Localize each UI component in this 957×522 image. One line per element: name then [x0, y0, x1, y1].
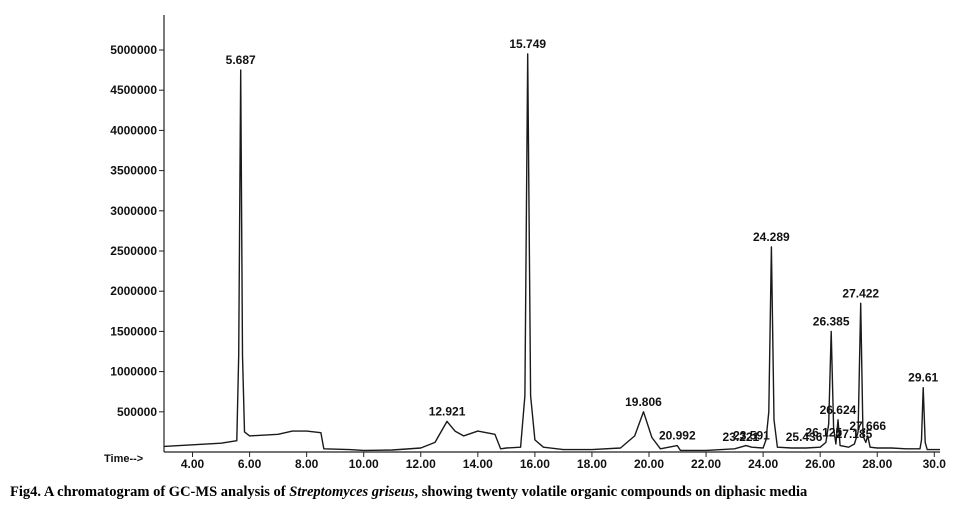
y-tick-label: 1000000 [110, 365, 157, 379]
x-tick-label: 16.00 [520, 457, 550, 471]
peak-label: 29.61 [908, 371, 938, 385]
x-axis-label: Time--> [104, 453, 143, 465]
x-tick-label: 10.00 [349, 457, 379, 471]
x-tick-label: 4.00 [181, 457, 205, 471]
peak-label: 15.749 [509, 37, 546, 51]
figure-caption: Fig4. A chromatogram of GC-MS analysis o… [10, 484, 950, 501]
y-tick-label: 3500000 [110, 164, 157, 178]
x-tick-label: 26.00 [805, 457, 835, 471]
x-tick-label: 22.00 [691, 457, 721, 471]
peak-label: 27.666 [849, 419, 886, 433]
x-axis-ticks: 4.00 6.00 8.00 10.00 12.00 14.00 16.00 18.00 20.… [181, 452, 946, 471]
peak-label: 12.921 [429, 404, 466, 418]
peak-label: 26.385 [813, 314, 850, 328]
y-tick-label: 4000000 [110, 123, 157, 137]
x-tick-label: 30.0 [923, 457, 947, 471]
x-tick-label: 14.00 [463, 457, 493, 471]
x-tick-label: 28.00 [862, 457, 892, 471]
peak-label: 5.687 [226, 53, 256, 67]
peak-label: 26.624 [820, 403, 857, 417]
peak-label: 26.125 [805, 425, 842, 439]
caption-species: Streptomyces griseus [289, 484, 415, 500]
caption-lead: Fig4. A chromatogram of GC-MS analysis o… [10, 484, 290, 500]
y-tick-label: 2500000 [110, 244, 157, 258]
peak-label: 20.992 [659, 429, 696, 443]
y-tick-label: 2000000 [110, 284, 157, 298]
x-tick-label: 8.00 [295, 457, 319, 471]
y-tick-label: 3000000 [110, 204, 157, 218]
x-tick-label: 6.00 [238, 457, 262, 471]
x-tick-label: 24.00 [748, 457, 778, 471]
chromatogram-trace [163, 53, 940, 452]
x-tick-label: 12.00 [406, 457, 436, 471]
peak-label: 23.591 [733, 429, 770, 443]
peak-label: 24.289 [753, 230, 790, 244]
chromatogram-chart: Time--> 500000 1000000 1500000 2000000 25000… [104, 15, 946, 471]
peak-label: 23.221 [723, 430, 760, 444]
y-axis-ticks: 500000 1000000 1500000 2000000 2500000 300000… [110, 43, 164, 419]
y-tick-label: 5000000 [110, 43, 157, 57]
peak-label: 19.806 [625, 395, 662, 409]
y-tick-label: 500000 [117, 405, 157, 419]
y-tick-label: 4500000 [110, 83, 157, 97]
peak-label: 27.185 [836, 427, 873, 441]
x-tick-label: 18.00 [577, 457, 607, 471]
peak-labels: 5.687 12.921 15.749 19.806 20.992 23.22123.59… [226, 37, 939, 444]
x-tick-label: 20.00 [634, 457, 664, 471]
caption-tail: , showing twenty volatile organic compou… [414, 484, 808, 500]
y-tick-label: 1500000 [110, 324, 157, 338]
peak-label: 27.422 [842, 286, 879, 300]
peak-label: 25.436 [786, 430, 823, 444]
